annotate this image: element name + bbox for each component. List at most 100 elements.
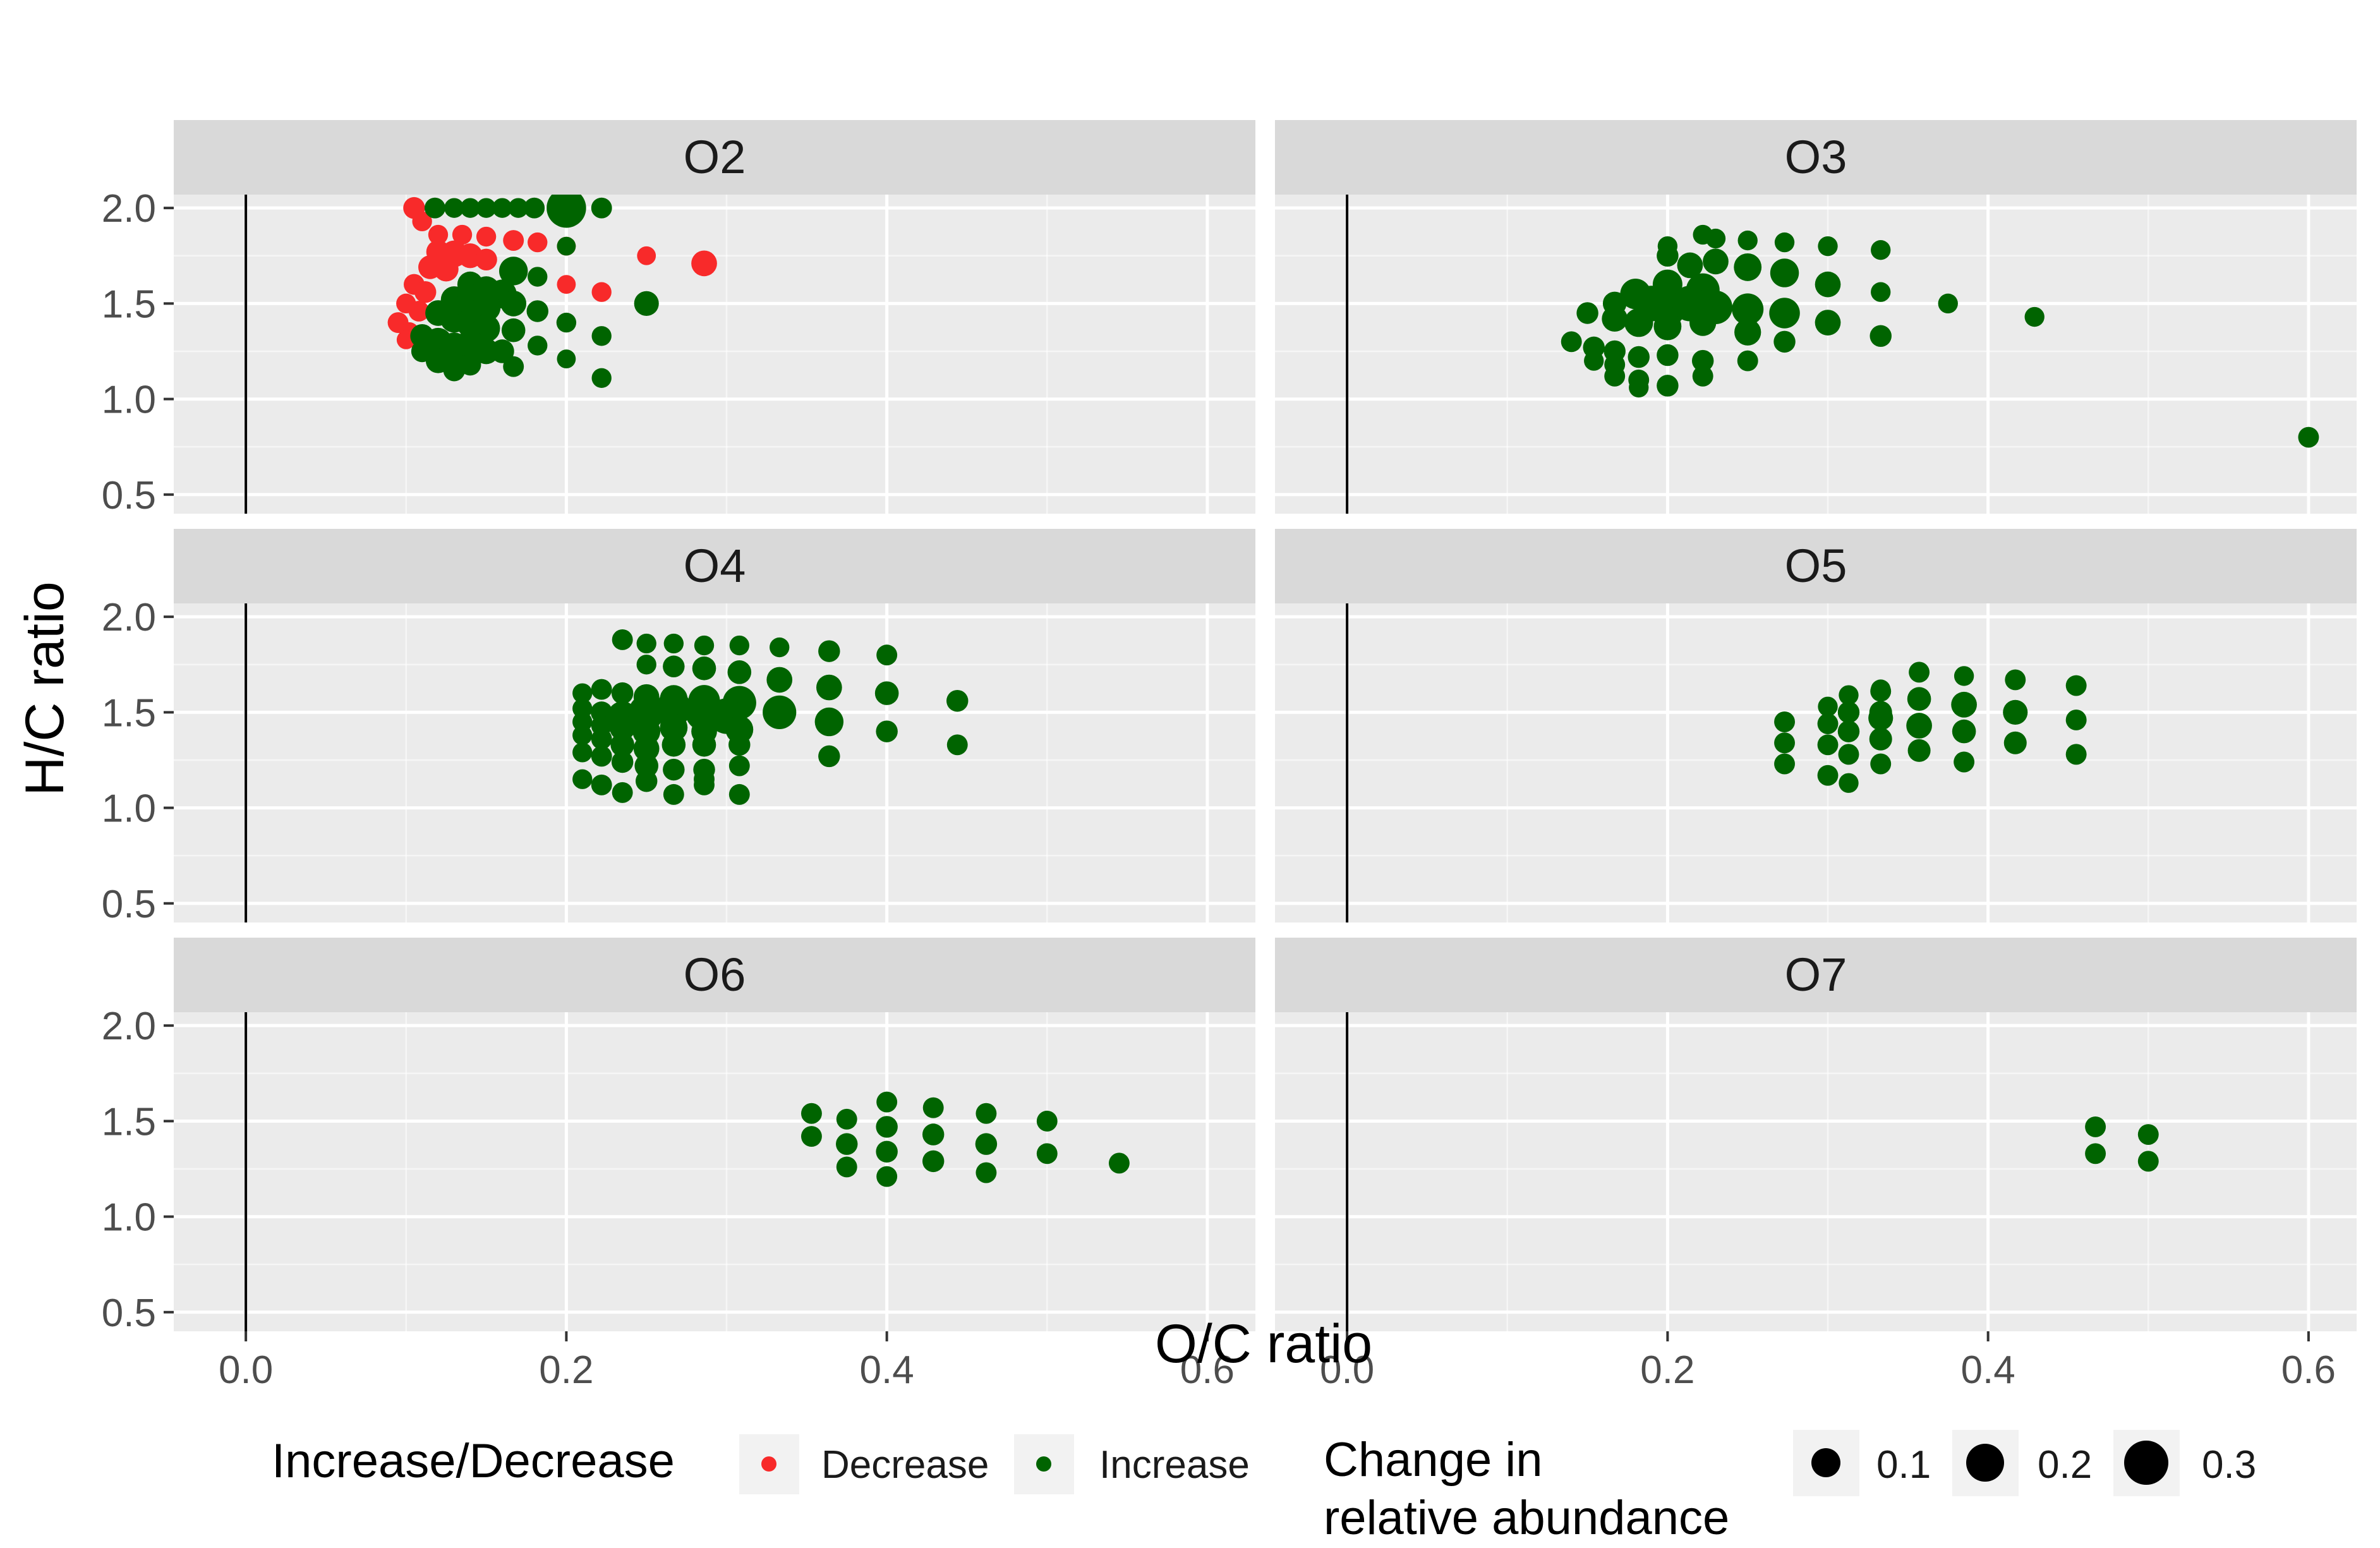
- facet-panel-O6: O6 0.5 1.0 1.5 2.0 0.0 0.2 0.4 0.6: [102, 938, 1255, 1392]
- data-point-increase: [591, 774, 612, 795]
- data-point-increase: [633, 735, 660, 762]
- data-point-increase: [727, 660, 752, 684]
- data-point-increase: [1952, 719, 1976, 744]
- data-point-increase: [1657, 375, 1679, 397]
- y-tick-label: 1.5: [102, 1100, 156, 1144]
- plot-area-O7: [1275, 1012, 2357, 1331]
- facet-strip-label-O2: O2: [684, 131, 746, 183]
- data-point-increase: [1870, 325, 1892, 348]
- data-point-increase: [922, 1097, 944, 1118]
- data-point-increase: [2137, 1151, 2159, 1172]
- y-tick-label: 1.0: [102, 1196, 156, 1240]
- data-point-increase: [800, 1126, 822, 1147]
- data-point-increase: [1737, 230, 1758, 251]
- data-point-increase: [611, 682, 634, 704]
- data-point-increase: [492, 198, 512, 218]
- data-point-increase: [763, 695, 797, 729]
- data-point-increase: [2065, 744, 2087, 765]
- data-point-increase: [1774, 753, 1796, 775]
- data-point-increase: [729, 635, 749, 656]
- size-legend-label-0.2: 0.2: [2038, 1443, 2092, 1487]
- data-point-increase: [1774, 232, 1795, 253]
- facet-strip-label-O4: O4: [684, 540, 746, 592]
- data-point-increase: [2298, 426, 2319, 448]
- data-point-increase: [1815, 271, 1841, 298]
- data-point-increase: [444, 198, 464, 218]
- data-point-increase: [501, 318, 526, 342]
- data-point-increase: [1871, 679, 1891, 699]
- data-point-increase: [572, 742, 593, 763]
- data-points-O5: [1774, 662, 2087, 793]
- plot-area-O4: [174, 603, 1255, 922]
- data-point-increase: [836, 1108, 857, 1130]
- x-tick-label: 0.0: [219, 1348, 273, 1392]
- data-point-increase: [922, 1150, 945, 1173]
- data-point-increase: [591, 368, 612, 388]
- data-point-increase: [1818, 696, 1838, 717]
- x-tick-label: 0.6: [1180, 1348, 1235, 1392]
- data-point-increase: [1773, 330, 1796, 353]
- data-point-increase: [498, 257, 528, 286]
- data-point-increase: [976, 1103, 997, 1124]
- size-legend-dot-0.2: [1966, 1444, 2004, 1482]
- data-point-increase: [1604, 354, 1626, 375]
- data-point-increase: [459, 353, 481, 376]
- data-point-increase: [1907, 687, 1931, 711]
- data-point-increase: [816, 674, 842, 701]
- data-point-increase: [836, 1133, 858, 1155]
- data-point-increase: [694, 768, 715, 790]
- data-point-increase: [1734, 318, 1761, 346]
- data-points-O6: [800, 1091, 1130, 1187]
- data-point-increase: [946, 734, 968, 756]
- data-point-increase: [1584, 351, 1604, 371]
- data-point-increase: [1653, 312, 1682, 341]
- data-point-increase: [609, 715, 636, 741]
- data-point-increase: [476, 198, 497, 218]
- data-point-increase: [2024, 306, 2045, 327]
- data-point-increase: [663, 633, 684, 654]
- facet-strip-O5: [1275, 529, 2357, 603]
- data-point-increase: [1677, 252, 1703, 279]
- data-point-increase: [612, 782, 633, 803]
- data-point-increase: [876, 1140, 898, 1163]
- data-point-increase: [663, 758, 685, 781]
- data-point-decrease: [528, 232, 548, 253]
- data-point-increase: [2085, 1116, 2106, 1137]
- data-point-increase: [728, 783, 750, 805]
- data-point-increase: [1692, 365, 1713, 387]
- data-point-increase: [1691, 349, 1714, 372]
- facet-panel-O5: O5: [1275, 529, 2357, 922]
- x-tick-label: 0.2: [539, 1348, 593, 1392]
- data-point-increase: [876, 720, 898, 742]
- data-point-increase: [2005, 669, 2026, 691]
- facet-strip-label-O6: O6: [684, 948, 746, 1001]
- facet-strip-O7: [1275, 938, 2357, 1012]
- facet-panel-O7: O7 0.0 0.2 0.4 0.6: [1275, 938, 2357, 1392]
- data-point-increase: [1870, 753, 1892, 775]
- data-point-increase: [490, 339, 514, 363]
- facet-strip-O2: [174, 120, 1255, 195]
- data-point-increase: [636, 655, 656, 675]
- data-point-increase: [1837, 720, 1860, 742]
- data-point-increase: [572, 683, 593, 703]
- data-point-increase: [1871, 282, 1891, 302]
- data-point-increase: [1629, 377, 1649, 398]
- data-point-decrease: [591, 282, 612, 302]
- data-point-increase: [876, 1091, 898, 1113]
- legend-key-decrease-dot: [761, 1456, 776, 1472]
- data-point-increase: [634, 291, 659, 316]
- data-point-increase: [635, 770, 658, 792]
- data-point-increase: [1774, 732, 1796, 754]
- data-point-increase: [1561, 331, 1582, 353]
- y-tick-label: 1.5: [102, 691, 156, 735]
- data-point-increase: [1909, 662, 1930, 683]
- data-point-increase: [975, 1133, 998, 1155]
- y-tick-label: 0.5: [102, 883, 156, 926]
- data-point-increase: [922, 1123, 945, 1146]
- x-tick-label: 0.4: [1961, 1348, 2015, 1392]
- y-tick-label: 1.0: [102, 787, 156, 831]
- plot-area-O5: [1275, 603, 2357, 922]
- size-legend-dot-0.1: [1811, 1448, 1840, 1477]
- facet-strip-O6: [174, 938, 1255, 1012]
